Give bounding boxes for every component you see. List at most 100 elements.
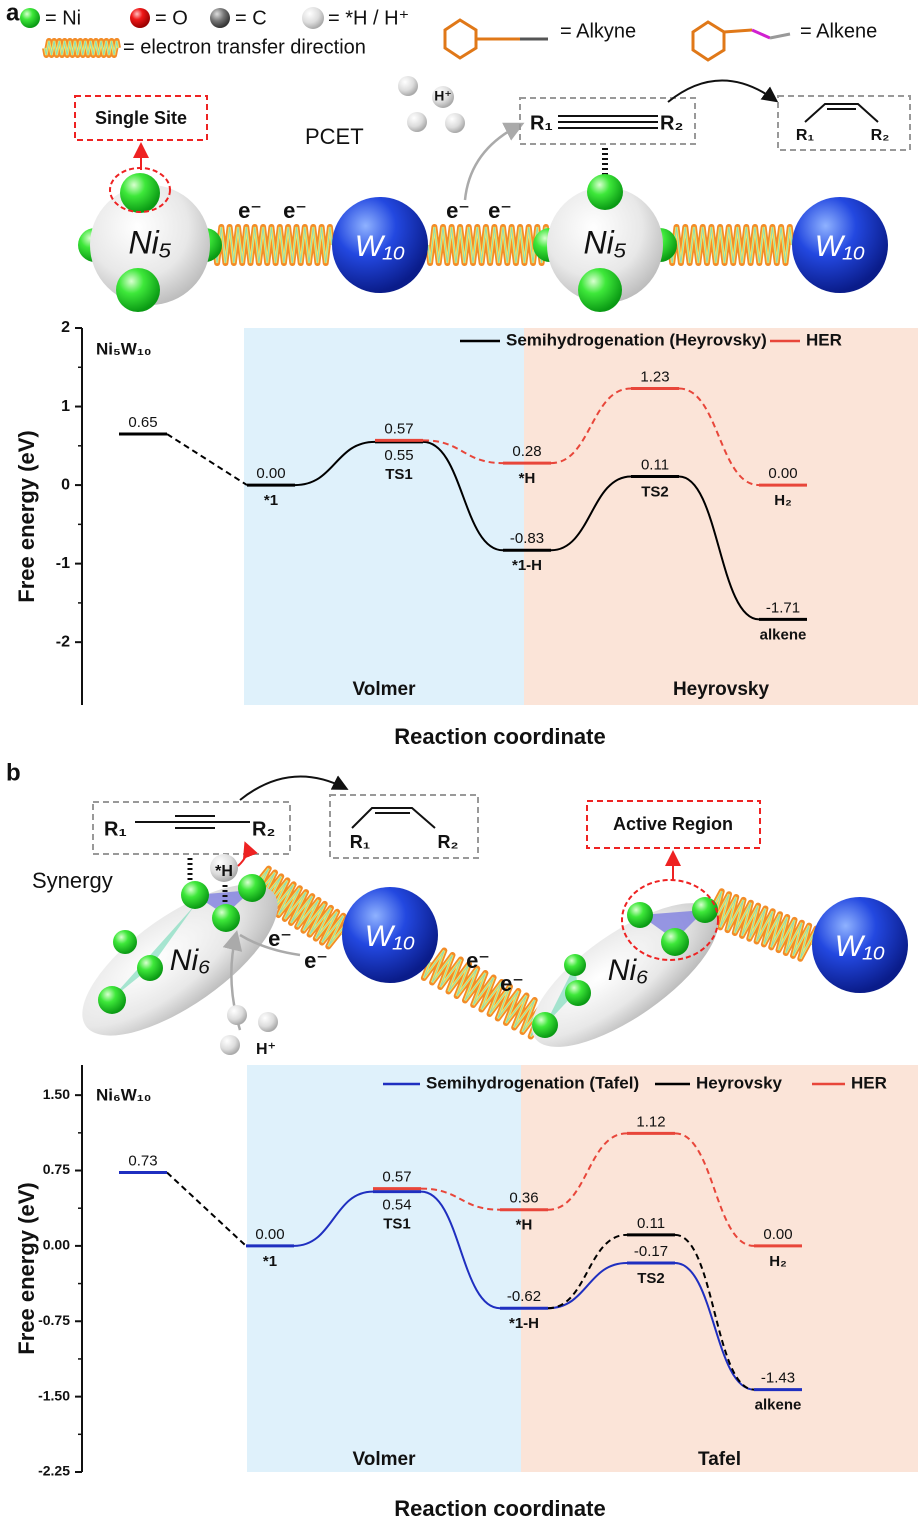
alkene-box [329, 794, 479, 859]
connector [547, 1233, 628, 1310]
w-cluster [332, 197, 428, 293]
pcet-label: PCET [305, 124, 364, 149]
key-label: = C [235, 7, 267, 29]
legend-label: Semihydrogenation (Heyrovsky) [506, 330, 767, 349]
connector [550, 387, 632, 465]
ni-cluster [90, 185, 210, 305]
region-label: Heyrovsky [673, 679, 770, 700]
active-region-label: Active Region [613, 814, 733, 834]
y-tick-label: 1.50 [43, 1086, 70, 1102]
state-label: alkene [755, 1397, 802, 1414]
r1: R₁ [796, 127, 815, 144]
charts: Volmer Heyrovsky -2 -1 0 1 2 Ni₅W₁₀ Free energy … [14, 319, 918, 1521]
r1: R₁ [530, 112, 553, 134]
state-label: *1 [263, 1253, 277, 1270]
state-label: *H [516, 1217, 533, 1234]
y-axis-label: Free energy (eV) [14, 1182, 39, 1354]
alkene-icon [691, 20, 791, 62]
highlight [109, 167, 171, 213]
connector [674, 1132, 755, 1247]
state-label: TS2 [637, 1270, 665, 1287]
value-label: 0.11 [637, 1215, 665, 1232]
ni-atom [587, 174, 623, 210]
ni-atom [120, 173, 160, 213]
electron: e⁻ [466, 948, 490, 973]
value-label: -0.62 [507, 1288, 541, 1305]
value-label: -0.17 [634, 1243, 668, 1260]
electron: e⁻ [304, 948, 328, 973]
value-label: 0.57 [384, 420, 413, 437]
key-label: = electron transfer direction [123, 36, 366, 58]
value-label: 0.65 [128, 414, 157, 431]
region-label: Volmer [352, 679, 416, 700]
arrow [667, 79, 779, 103]
w-cluster [792, 197, 888, 293]
w-cluster [812, 897, 908, 993]
region [524, 328, 918, 705]
h-atom [210, 854, 238, 882]
connector [166, 433, 248, 486]
state-label: alkene [760, 626, 807, 643]
ni-icon [20, 8, 40, 28]
value-label: -0.83 [510, 530, 544, 547]
springs [244, 865, 820, 1040]
y-tick-label: -0.75 [38, 1312, 70, 1328]
single-site-box [74, 95, 208, 141]
single-site-label: Single Site [95, 108, 187, 128]
key-label: = Alkyne [560, 20, 636, 42]
value-label: -1.43 [761, 1370, 795, 1387]
connector [422, 439, 504, 465]
value-label: 0.00 [763, 1226, 792, 1243]
springs [212, 224, 795, 266]
key: = Ni = O = C = *H / H⁺ = electron transf… [20, 7, 877, 62]
state-label: *1-H [509, 1315, 539, 1332]
tungsten-label: W₁₀ [815, 230, 865, 263]
value-label: 0.57 [382, 1169, 411, 1186]
r2: R₂ [871, 127, 890, 144]
y-axis-label: Free energy (eV) [14, 430, 39, 602]
region [247, 1065, 521, 1472]
arrow [239, 775, 349, 801]
proton-label: H⁺ [256, 1041, 276, 1058]
electron: e⁻ [268, 926, 292, 951]
y-tick-label: 0 [61, 476, 70, 493]
value-label: 0.28 [512, 443, 541, 460]
r2: R₂ [660, 112, 683, 134]
region-label: Tafel [698, 1449, 741, 1470]
electron: e⁻ [488, 198, 512, 223]
value-label: 0.11 [641, 456, 669, 473]
arrow [463, 122, 525, 201]
cluster-label: Ni₆ [170, 944, 210, 977]
state-label: TS1 [383, 1216, 411, 1233]
value-label: 0.73 [128, 1152, 157, 1169]
r2: R₂ [252, 818, 275, 840]
connector [420, 1187, 501, 1211]
panel-letter: a [6, 0, 20, 26]
cluster-label: Ni₆ [608, 954, 648, 987]
w-cluster [342, 887, 438, 983]
region-label: Volmer [352, 1449, 416, 1470]
legend-label: HER [806, 330, 842, 349]
o-icon [130, 8, 150, 28]
spring [423, 950, 552, 1037]
tungsten-label: W₁₀ [365, 920, 415, 953]
legend-label: Semihydrogenation (Tafel) [426, 1073, 639, 1092]
r2: R₂ [438, 832, 459, 852]
ni-atom [578, 268, 622, 312]
connector [422, 440, 504, 552]
electron: e⁻ [446, 198, 470, 223]
h-atom [398, 76, 418, 96]
state-label: *1-H [512, 557, 542, 574]
spring [427, 226, 549, 264]
y-tick-label: -1 [56, 555, 70, 572]
connector [293, 1190, 374, 1247]
state-label: H₂ [769, 1253, 787, 1270]
spring [705, 891, 817, 959]
connector [420, 1190, 501, 1310]
value-label: 1.12 [636, 1113, 665, 1130]
y-tick-label: 0.75 [43, 1161, 70, 1177]
y-tick-label: -1.50 [38, 1387, 70, 1403]
proton-label: H⁺ [434, 88, 452, 104]
connector [547, 1132, 628, 1211]
